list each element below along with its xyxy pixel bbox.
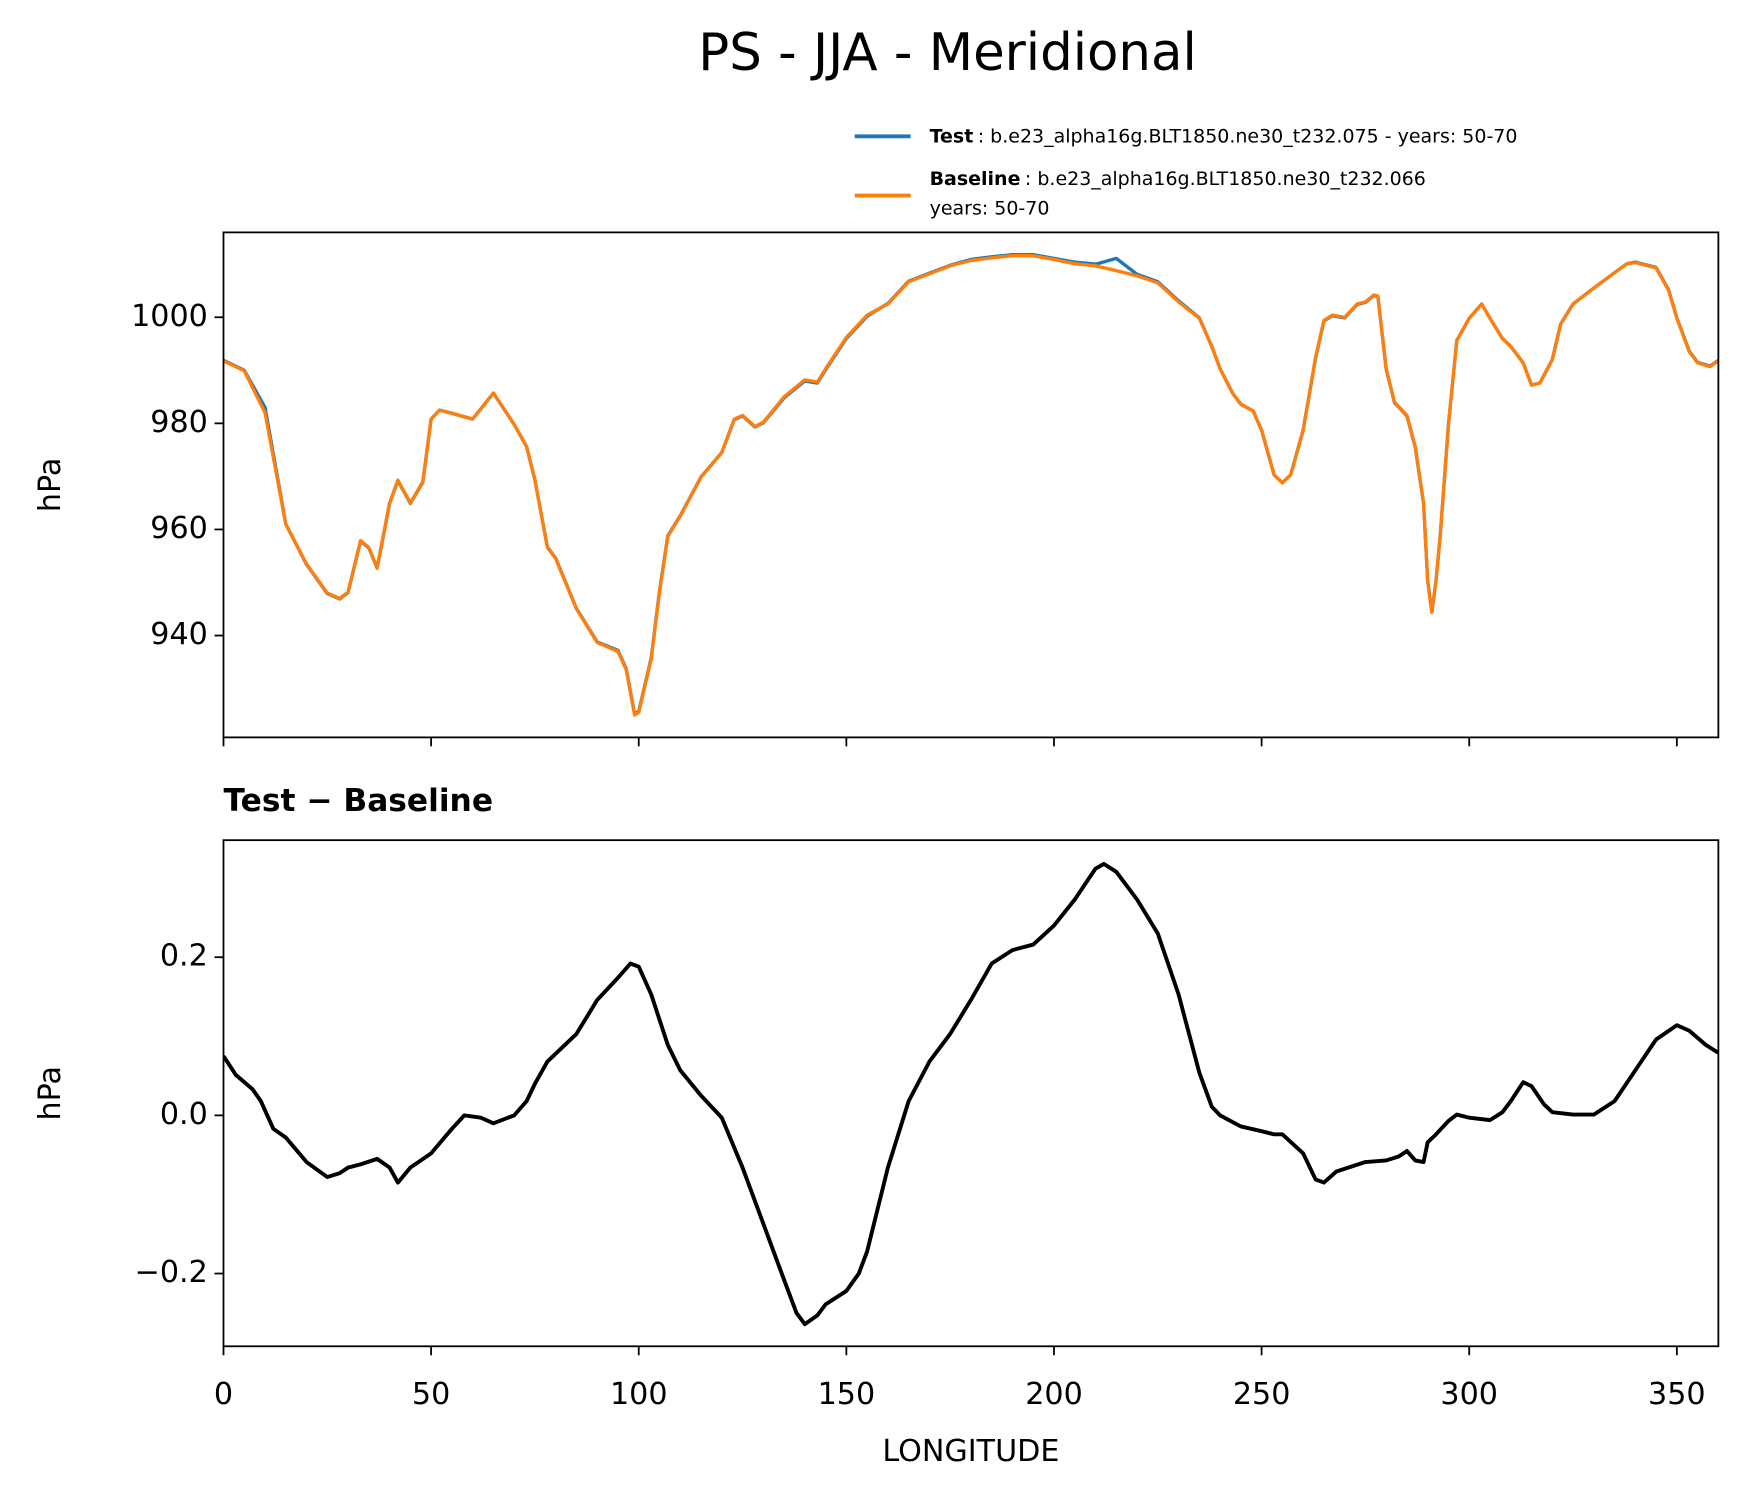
y-axis-label: hPa [33, 458, 68, 512]
x-tick-label: 0 [214, 1377, 233, 1412]
x-tick-label: 350 [1648, 1377, 1706, 1412]
y-tick-label: 0.0 [160, 1097, 208, 1132]
legend-description: : b.e23_alpha16g.BLT1850.ne30_t232.066 [1025, 167, 1426, 189]
x-tick-label: 50 [412, 1377, 450, 1412]
y-tick-label: 940 [150, 617, 208, 652]
y-tick-label: 960 [150, 511, 208, 546]
legend-entry: Test: b.e23_alpha16g.BLT1850.ne30_t232.0… [930, 125, 1518, 147]
figure-title: PS - JJA - Meridional [698, 23, 1197, 83]
x-tick-label: 150 [818, 1377, 876, 1412]
plot-area [223, 861, 1719, 1327]
x-tick-label: 300 [1440, 1377, 1498, 1412]
axes-frame [222, 839, 1720, 1348]
axes-frame [222, 231, 1720, 739]
legend-name: Baseline [930, 167, 1021, 189]
subplot-title: Test − Baseline [223, 783, 493, 819]
x-tick-label: 200 [1025, 1377, 1083, 1412]
legend-description: : b.e23_alpha16g.BLT1850.ne30_t232.075 -… [978, 125, 1518, 147]
legend-entry: Baseline: b.e23_alpha16g.BLT1850.ne30_t2… [930, 167, 1426, 189]
plot-area [223, 252, 1719, 717]
x-axis-label: LONGITUDE [882, 1434, 1059, 1469]
y-tick-label: 1000 [131, 299, 208, 334]
data-line [223, 861, 1719, 1327]
legend-name: Test [930, 125, 974, 147]
x-tick-label: 250 [1233, 1377, 1291, 1412]
x-tick-label: 100 [610, 1377, 668, 1412]
y-axis-label: hPa [33, 1066, 68, 1120]
legend-description: years: 50-70 [930, 197, 1050, 219]
y-tick-label: 980 [150, 405, 208, 440]
y-tick-label: −0.2 [135, 1255, 208, 1290]
data-line [223, 254, 1719, 717]
y-tick-label: 0.2 [160, 939, 208, 974]
